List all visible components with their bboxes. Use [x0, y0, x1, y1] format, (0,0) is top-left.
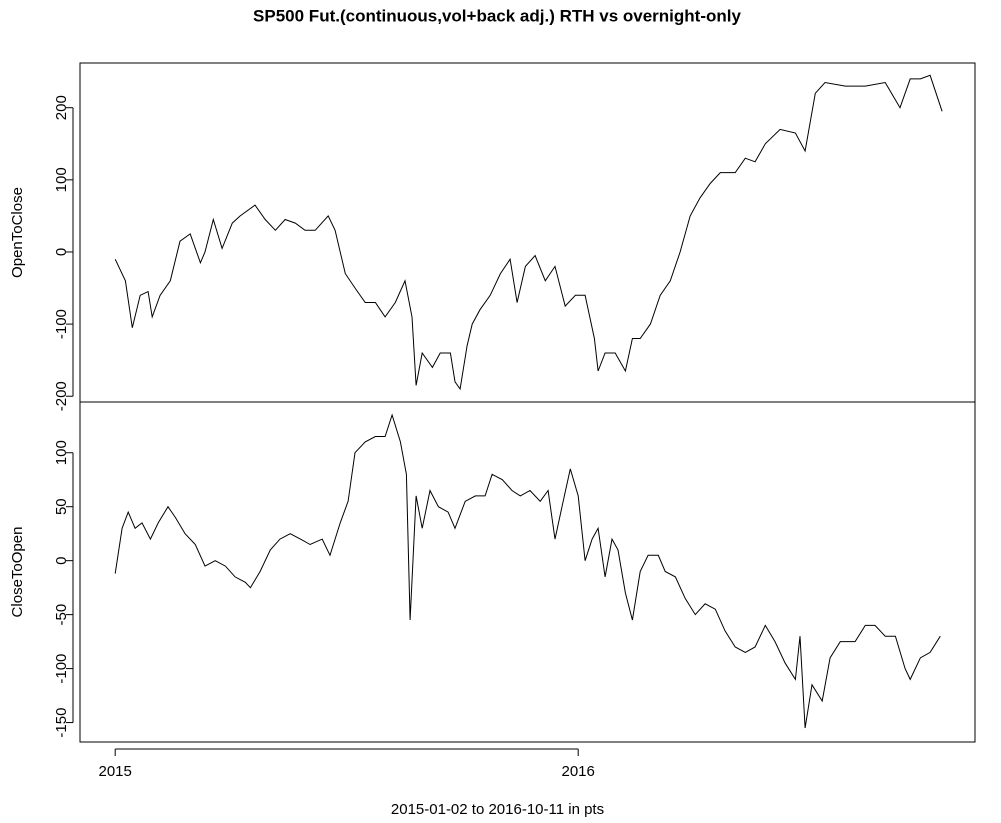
x-axis-label: 2015-01-02 to 2016-10-11 in pts: [391, 801, 604, 818]
panel-frame: [79, 401, 976, 743]
y-tick-label: -150: [53, 708, 70, 738]
y-tick-label: -100: [53, 654, 70, 684]
chart-title: SP500 Fut.(continuous,vol+back adj.) RTH…: [253, 6, 741, 25]
y-tick-label: -100: [53, 309, 70, 339]
y-tick-label: 0: [53, 556, 70, 564]
y-tick-label: -200: [53, 381, 70, 411]
x-tick-label: 2016: [562, 763, 595, 780]
y-tick-label: -50: [53, 604, 70, 626]
series-line: [114, 413, 941, 729]
y-tick-label: 0: [53, 248, 70, 256]
series-line: [114, 74, 943, 391]
y-axis-label: CloseToOpen: [9, 527, 26, 618]
y-tick-label: 50: [53, 498, 70, 515]
y-tick-label: 200: [53, 95, 70, 120]
y-axis-label: OpenToClose: [9, 187, 26, 278]
x-tick-label: 2015: [99, 763, 132, 780]
y-tick-label: 100: [53, 167, 70, 192]
y-tick-label: 100: [53, 440, 70, 465]
